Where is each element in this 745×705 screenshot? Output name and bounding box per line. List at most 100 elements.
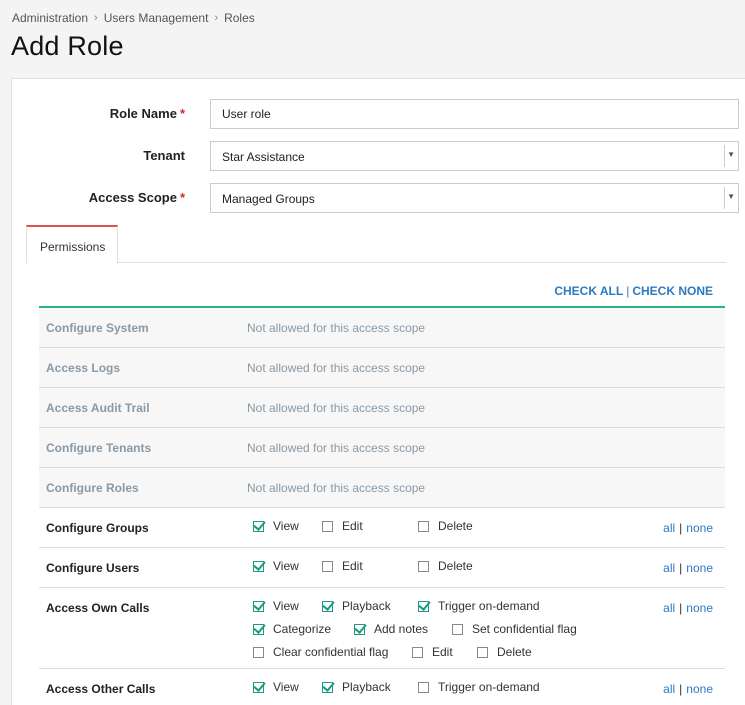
row-none-link[interactable]: none xyxy=(686,521,713,535)
permission-option[interactable]: Edit xyxy=(322,519,363,533)
checkbox-unchecked[interactable] xyxy=(322,520,333,532)
tab-bar: Permissions xyxy=(26,225,726,264)
access-scope-select[interactable]: Managed Groups ▼ xyxy=(210,183,739,213)
permission-option[interactable]: View xyxy=(253,519,299,533)
row-none-link[interactable]: none xyxy=(686,561,713,575)
checkbox-unchecked[interactable] xyxy=(418,681,429,693)
permission-option-label: Playback xyxy=(342,599,391,613)
checkbox-unchecked[interactable] xyxy=(477,646,488,658)
checkbox-unchecked[interactable] xyxy=(322,560,333,572)
permission-disabled-note: Not allowed for this access scope xyxy=(247,481,426,495)
row-all-link[interactable]: all xyxy=(663,521,676,535)
row-all-none-links: all | none xyxy=(663,601,713,615)
checkbox-checked[interactable] xyxy=(418,600,429,612)
permission-option[interactable]: Edit xyxy=(322,559,363,573)
row-all-none-links: all | none xyxy=(663,682,713,696)
checkbox-checked[interactable] xyxy=(253,520,264,532)
permission-name: Access Own Calls xyxy=(46,601,150,615)
permission-name: Access Logs xyxy=(46,361,121,375)
access-scope-row: Access Scope * Managed Groups ▼ xyxy=(12,183,745,213)
permission-option-label: Set confidential flag xyxy=(472,622,577,636)
add-role-panel: Role Name* Tenant Star Assistance ▼ Acce… xyxy=(11,78,745,705)
permission-option[interactable]: Edit xyxy=(412,645,453,659)
permission-option[interactable]: Trigger on-demand xyxy=(418,680,540,694)
permission-disabled-note: Not allowed for this access scope xyxy=(247,441,426,455)
tenant-select[interactable]: Star Assistance ▼ xyxy=(210,141,739,171)
row-all-link[interactable]: all xyxy=(663,601,676,615)
tenant-label: Tenant xyxy=(143,148,185,163)
row-all-link[interactable]: all xyxy=(663,682,676,696)
permission-row: Configure Users View Edit Delete all | none xyxy=(39,548,725,588)
permission-option[interactable]: Categorize xyxy=(253,622,331,636)
role-name-row: Role Name * xyxy=(12,99,745,129)
check-none-link[interactable]: CHECK NONE xyxy=(632,284,713,298)
checkbox-unchecked[interactable] xyxy=(412,646,423,658)
tenant-selected-value: Star Assistance xyxy=(222,150,305,164)
permission-option[interactable]: View xyxy=(253,599,299,613)
breadcrumb-roles[interactable]: Roles xyxy=(224,11,255,25)
permission-option-label: Trigger on-demand xyxy=(438,680,540,694)
dropdown-arrow-icon: ▼ xyxy=(727,192,735,201)
breadcrumb-chevron-icon: › xyxy=(94,12,98,24)
breadcrumb-users-management[interactable]: Users Management xyxy=(103,11,209,25)
permission-option[interactable]: Clear confidential flag xyxy=(253,645,388,659)
permission-name: Access Other Calls xyxy=(46,682,156,696)
permission-option[interactable]: Trigger on-demand xyxy=(418,599,540,613)
tenant-row: Tenant Star Assistance ▼ xyxy=(12,141,745,171)
permission-disabled-note: Not allowed for this access scope xyxy=(247,361,426,375)
checkbox-checked[interactable] xyxy=(322,600,333,612)
permission-option-label: Edit xyxy=(342,559,363,573)
role-name-input[interactable] xyxy=(210,99,739,129)
permission-option-label: Edit xyxy=(432,645,453,659)
access-scope-label: Access Scope * xyxy=(88,190,185,205)
permission-name: Configure Users xyxy=(46,561,140,575)
permission-row: Configure System Not allowed for this acc… xyxy=(39,308,725,348)
permissions-table: Configure System Not allowed for this acc… xyxy=(39,306,725,705)
permission-row: Access Other Calls View Playback Trigger on… xyxy=(39,669,725,705)
permission-row: Configure Tenants Not allowed for this ac… xyxy=(39,428,725,468)
permission-option-label: Categorize xyxy=(273,622,332,636)
permission-option[interactable]: Playback xyxy=(322,680,391,694)
checkbox-unchecked[interactable] xyxy=(418,520,429,532)
tab-permissions[interactable]: Permissions xyxy=(26,225,118,264)
checkbox-unchecked[interactable] xyxy=(452,623,463,635)
permission-name: Configure Groups xyxy=(46,521,149,535)
permission-option-label: Edit xyxy=(342,519,363,533)
permission-option[interactable]: Add notes xyxy=(354,622,428,636)
permission-row: Access Audit Trail Not allowed for this a… xyxy=(39,388,725,428)
permission-option-label: Add notes xyxy=(374,622,429,636)
permission-option-label: View xyxy=(273,559,299,573)
breadcrumb-administration[interactable]: Administration xyxy=(12,11,89,25)
check-links: CHECK ALL | CHECK NONE xyxy=(554,284,713,298)
row-none-link[interactable]: none xyxy=(686,682,713,696)
permission-disabled-note: Not allowed for this access scope xyxy=(247,401,426,415)
access-scope-selected-value: Managed Groups xyxy=(222,192,315,206)
permission-option[interactable]: View xyxy=(253,559,299,573)
row-all-link[interactable]: all xyxy=(663,561,676,575)
permission-option[interactable]: Delete xyxy=(418,559,473,573)
checkbox-unchecked[interactable] xyxy=(253,646,264,658)
permission-name: Access Audit Trail xyxy=(46,401,150,415)
permission-option[interactable]: Delete xyxy=(418,519,473,533)
check-all-link[interactable]: CHECK ALL xyxy=(554,284,624,298)
checkbox-unchecked[interactable] xyxy=(418,560,429,572)
permission-row: Access Logs Not allowed for this access s… xyxy=(39,348,725,388)
checkbox-checked[interactable] xyxy=(322,681,333,693)
permission-option[interactable]: Set confidential flag xyxy=(452,622,577,636)
permission-option-label: Delete xyxy=(438,559,473,573)
checkbox-checked[interactable] xyxy=(354,623,365,635)
permission-option[interactable]: View xyxy=(253,680,299,694)
permission-name: Configure Roles xyxy=(46,481,139,495)
permission-option[interactable]: Playback xyxy=(322,599,391,613)
permission-option[interactable]: Delete xyxy=(477,645,532,659)
permission-option-label: Clear confidential flag xyxy=(273,645,389,659)
permission-option-label: View xyxy=(273,599,299,613)
checkbox-checked[interactable] xyxy=(253,623,264,635)
checkbox-checked[interactable] xyxy=(253,600,264,612)
permission-name: Configure Tenants xyxy=(46,441,152,455)
page-title: Add Role xyxy=(11,31,124,61)
checkbox-checked[interactable] xyxy=(253,560,264,572)
permission-row: Configure Roles Not allowed for this acce… xyxy=(39,468,725,508)
row-none-link[interactable]: none xyxy=(686,601,713,615)
checkbox-checked[interactable] xyxy=(253,681,264,693)
